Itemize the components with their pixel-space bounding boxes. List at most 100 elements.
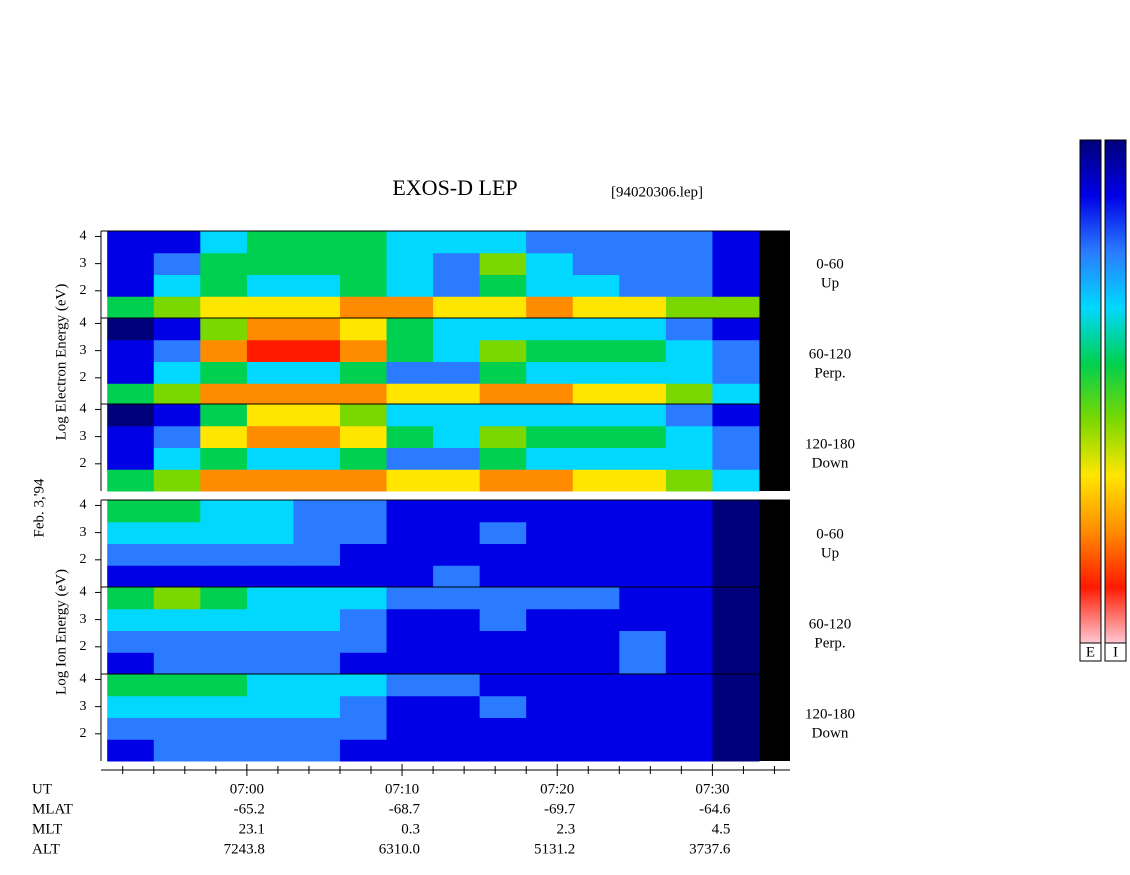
heatmap-cell [526,565,574,588]
heatmap-cell [665,231,713,254]
heatmap-cell [246,608,294,631]
colorbar-label-box [1079,642,1102,662]
heatmap-cell [293,565,341,588]
side-label: 120-180 [805,706,855,722]
heatmap-cell [479,543,527,566]
side-label: 60-120 [809,616,852,632]
heatmap-cell [200,296,248,319]
heatmap-cell [712,717,760,740]
heatmap-cell [293,231,341,254]
title: EXOS-D LEP [392,175,517,200]
heatmap-cell [712,252,760,275]
orbit-value: 7243.8 [224,841,265,857]
heatmap-cell [572,339,620,362]
heatmap-cell [479,404,527,427]
heatmap-cell [433,652,481,675]
heatmap-cell [526,608,574,631]
side-label: Down [812,725,849,741]
colorbar [1079,139,1102,644]
heatmap-cell [479,739,527,762]
heatmap-cell [619,630,667,653]
y-tick-label: 3 [80,256,87,271]
heatmap-cell [619,361,667,384]
heatmap-cell [293,447,341,470]
heatmap-cell [526,339,574,362]
heatmap-cell [246,361,294,384]
heatmap-cell [246,630,294,653]
heatmap-cell [200,717,248,740]
heatmap-cell [526,469,574,492]
heatmap-cell [153,361,201,384]
heatmap-cell [153,296,201,319]
heatmap-cell [293,717,341,740]
heatmap-cell [153,469,201,492]
heatmap-cell [479,383,527,406]
heatmap-cell [572,543,620,566]
y-tick-label: 2 [80,456,87,471]
heatmap-cell [386,274,434,297]
heatmap-cell [293,630,341,653]
file-label: [94020306.lep] [611,184,703,200]
heatmap-cell [339,652,388,675]
heatmap-cell [200,674,248,697]
heatmap-cell [107,231,155,254]
heatmap-cell [665,447,713,470]
heatmap-cell [293,500,341,523]
heatmap-cell [665,630,713,653]
heatmap-cell [246,652,294,675]
heatmap-cell [386,674,434,697]
heatmap-cell [246,674,294,697]
heatmap-cell [293,425,341,448]
heatmap-cell [153,252,201,275]
heatmap-cell [526,361,574,384]
heatmap-cell [665,318,713,341]
colorbar-label: E [1086,644,1095,660]
orbit-value: 3737.6 [689,841,731,857]
heatmap-cell [479,565,527,588]
heatmap-cell [339,543,388,566]
heatmap-cell [246,717,294,740]
heatmap-cell [619,565,667,588]
heatmap-cell [433,339,481,362]
heatmap-cell [293,521,341,544]
heatmap-cell [153,652,201,675]
heatmap-cell [200,425,248,448]
heatmap-cell [386,543,434,566]
heatmap-cell [293,695,341,718]
heatmap-cell [665,361,713,384]
heatmap-cell [619,695,667,718]
heatmap-cell [479,274,527,297]
heatmap-cell [246,447,294,470]
heatmap-cell [526,630,574,653]
y-tick-label: 3 [80,525,87,540]
heatmap-cell [246,587,294,610]
heatmap-cell [433,252,481,275]
heatmap-cell [712,231,760,254]
heatmap-cell [200,469,248,492]
heatmap-cell [246,543,294,566]
heatmap-cell [386,521,434,544]
y-tick-label: 4 [80,316,87,331]
heatmap-cell [433,296,481,319]
heatmap-cell [293,361,341,384]
heatmap-cell [433,695,481,718]
orbit-value: 5131.2 [534,841,575,857]
heatmap-cell [619,339,667,362]
heatmap-cell [107,521,155,544]
heatmap-cell [712,469,760,492]
heatmap-cell [107,565,155,588]
side-label: 0-60 [816,526,844,542]
heatmap-cell [386,630,434,653]
side-label: Perp. [814,365,845,381]
heatmap-cell [526,318,574,341]
heatmap-cell [712,274,760,297]
heatmap-cell [526,543,574,566]
heatmap-cell [200,274,248,297]
heatmap-cell [572,361,620,384]
heatmap-cell [572,717,620,740]
heatmap-cell [479,608,527,631]
heatmap-cell [433,717,481,740]
heatmap-cell [386,425,434,448]
heatmap-cell [107,587,155,610]
